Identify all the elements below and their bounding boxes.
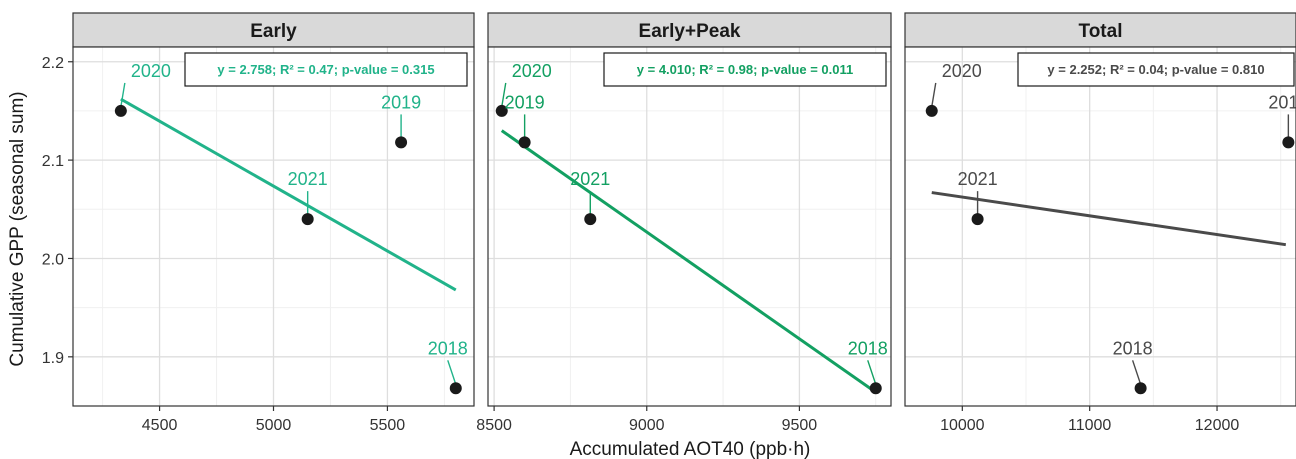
panel-strip bbox=[72, 12, 475, 48]
point-label-2020: 2020 bbox=[512, 61, 552, 81]
panel-title: Early+Peak bbox=[639, 21, 741, 42]
x-tick-label: 10000 bbox=[940, 417, 985, 434]
y-tick-label: 2.2 bbox=[42, 55, 64, 72]
panel-border bbox=[487, 46, 892, 407]
data-point-2021 bbox=[584, 213, 597, 226]
regression-line bbox=[931, 191, 1287, 247]
data-point-2018 bbox=[869, 382, 882, 395]
x-tick-label: 5500 bbox=[370, 417, 406, 434]
y-axis-title: Cumulative GPP (seasonal sum) bbox=[7, 91, 28, 366]
label-leader-line bbox=[120, 82, 126, 108]
panel-strip bbox=[904, 12, 1296, 48]
data-point-2018 bbox=[449, 382, 462, 395]
x-tick-label: 12000 bbox=[1195, 417, 1240, 434]
panel-background bbox=[905, 47, 1296, 406]
panel-plot-area: 2020 2019 2021 2018 bbox=[73, 47, 474, 406]
data-point-2018 bbox=[1134, 382, 1147, 395]
point-label-2020: 2020 bbox=[942, 61, 982, 81]
label-leader-line bbox=[1131, 360, 1142, 385]
data-point-2021 bbox=[301, 213, 314, 226]
regression-line bbox=[500, 129, 877, 394]
label-leader-line bbox=[447, 360, 457, 385]
y-tick-label: 2.1 bbox=[42, 153, 64, 170]
point-label-2018: 2018 bbox=[848, 338, 888, 358]
point-label-2019: 2019 bbox=[381, 92, 421, 112]
data-point-2019 bbox=[1282, 136, 1295, 149]
y-tick-label: 1.9 bbox=[42, 350, 64, 367]
regression-line bbox=[120, 97, 457, 292]
x-axis-title: Accumulated AOT40 (ppb·h) bbox=[570, 439, 811, 459]
equation-label: y = 2.252; R² = 0.04; p-value = 0.810 bbox=[1047, 62, 1264, 77]
y-axis: 1.9 2.0 2.1 2.2 bbox=[42, 55, 73, 367]
panel-plot-area: 2020 2019 2021 2018 bbox=[488, 47, 891, 406]
equation-box bbox=[603, 52, 887, 87]
data-point-2019 bbox=[395, 136, 408, 149]
point-label-2021: 2021 bbox=[958, 169, 998, 189]
point-label-2020: 2020 bbox=[131, 61, 171, 81]
label-leader-line bbox=[867, 360, 877, 385]
point-label-2018: 2018 bbox=[428, 338, 468, 358]
panel-total: Total 2020 2019 2021 2018 y = 2.252; R² = 0.0… bbox=[904, 12, 1296, 434]
point-label-2021: 2021 bbox=[288, 169, 328, 189]
point-label-2019: 2019 bbox=[505, 92, 545, 112]
equation-label: y = 4.010; R² = 0.98; p-value = 0.011 bbox=[637, 62, 853, 77]
equation-box bbox=[184, 52, 468, 87]
point-label-2021: 2021 bbox=[570, 169, 610, 189]
label-leader-line bbox=[931, 82, 937, 108]
x-tick-label: 5000 bbox=[256, 417, 292, 434]
label-leader-line bbox=[501, 82, 507, 108]
facet-panels: Early 2020 2019 2021 2018 y = 2.758; R² = 0.4… bbox=[72, 12, 1296, 434]
point-label-2019: 2019 bbox=[1268, 92, 1296, 112]
x-tick-label: 11000 bbox=[1068, 417, 1111, 434]
data-point-2020 bbox=[114, 104, 127, 117]
panel-early-peak: Early+Peak 2020 2019 2021 2018 y = 4.010; R² … bbox=[476, 12, 892, 434]
panel-title: Total bbox=[1079, 21, 1123, 42]
point-label-2018: 2018 bbox=[1113, 338, 1153, 358]
data-point-2021 bbox=[971, 213, 984, 226]
data-point-2020 bbox=[925, 104, 938, 117]
panel-strip bbox=[487, 12, 892, 48]
panel-background bbox=[488, 47, 891, 406]
panel-early: Early 2020 2019 2021 2018 y = 2.758; R² = 0.4… bbox=[72, 12, 475, 434]
x-tick-label: 9000 bbox=[629, 417, 665, 434]
panel-title: Early bbox=[250, 21, 297, 42]
y-tick-label: 2.0 bbox=[42, 251, 64, 268]
equation-box bbox=[1017, 52, 1295, 87]
x-tick-label: 8500 bbox=[476, 417, 512, 434]
x-tick-label: 4500 bbox=[142, 417, 178, 434]
equation-label: y = 2.758; R² = 0.47; p-value = 0.315 bbox=[217, 62, 434, 77]
data-point-2020 bbox=[495, 104, 508, 117]
panel-border bbox=[904, 46, 1296, 407]
data-point-2019 bbox=[518, 136, 531, 149]
x-tick-label: 9500 bbox=[782, 417, 818, 434]
